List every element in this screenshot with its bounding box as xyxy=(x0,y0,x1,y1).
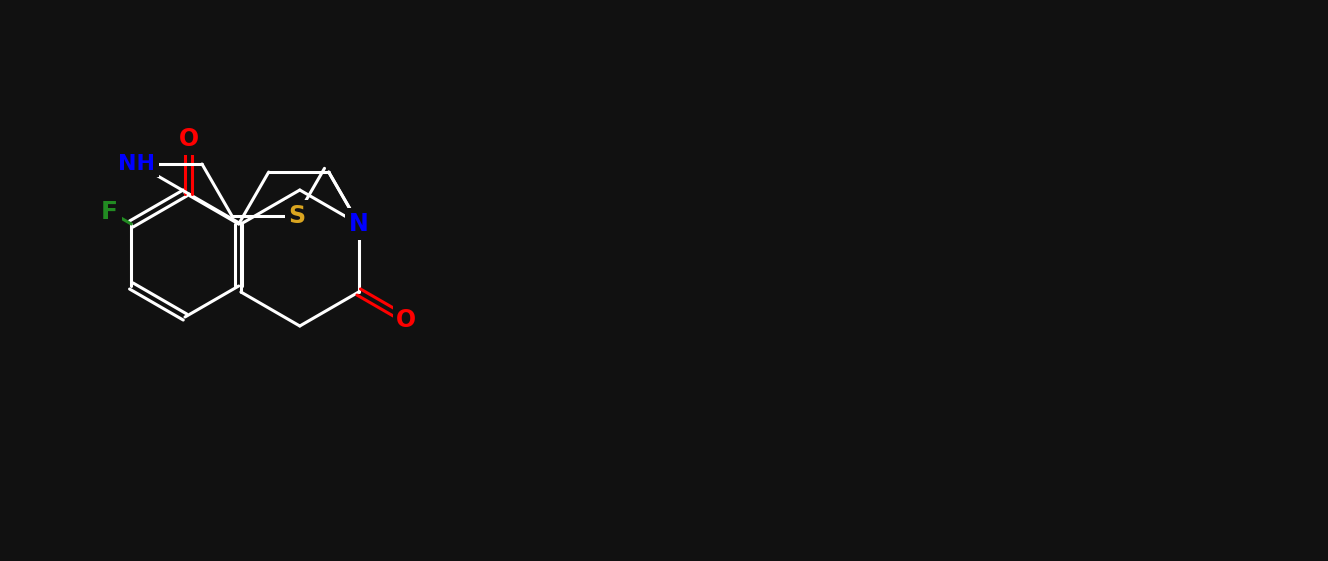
Text: N: N xyxy=(349,212,369,236)
Text: N: N xyxy=(349,212,369,236)
Text: O: O xyxy=(179,127,199,151)
Text: F: F xyxy=(101,200,118,223)
Text: O: O xyxy=(396,307,417,332)
Text: S: S xyxy=(288,204,305,228)
Text: NH: NH xyxy=(118,154,155,174)
